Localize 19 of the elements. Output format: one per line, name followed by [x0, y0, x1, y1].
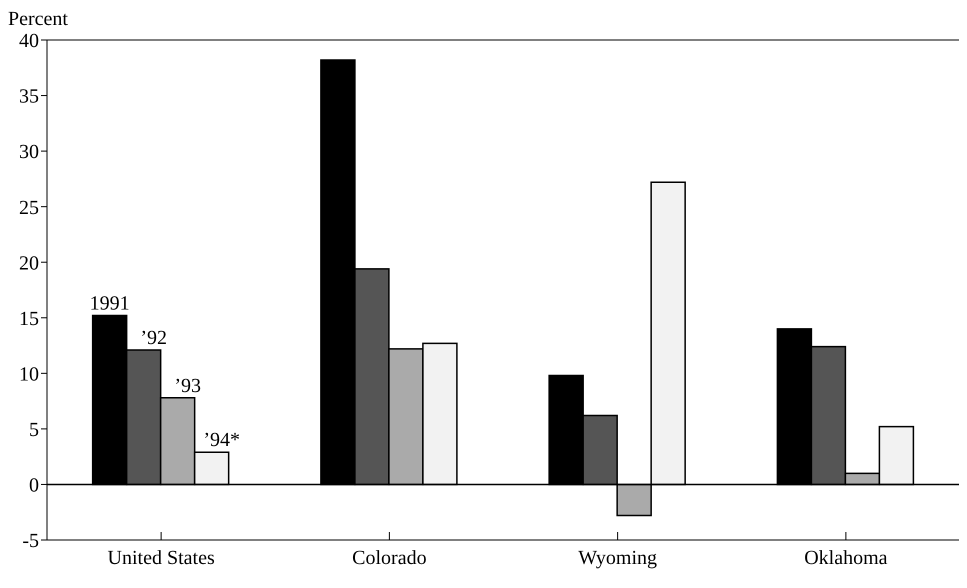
y-tick-label: 5 — [29, 418, 39, 441]
x-tick-label: United States — [108, 547, 215, 570]
series-label: 1991 — [90, 292, 130, 315]
y-tick-label: 30 — [19, 141, 39, 164]
y-tick-label: 20 — [19, 252, 39, 274]
series-label: ’92 — [140, 327, 167, 349]
x-tick-label: Oklahoma — [804, 547, 888, 570]
y-tick-label: -5 — [22, 530, 39, 552]
x-tick-label: Wyoming — [578, 547, 658, 570]
series-label: ’93 — [174, 374, 201, 397]
y-tick-label: 10 — [19, 363, 39, 386]
x-tick-label: Colorado — [352, 547, 427, 570]
y-axis-title: Percent — [8, 8, 68, 31]
series-label: ’94* — [203, 429, 240, 452]
y-tick-label: 15 — [19, 308, 39, 330]
y-tick-label: 40 — [19, 30, 39, 52]
y-tick-label: 35 — [19, 86, 39, 108]
y-tick-label: 25 — [19, 196, 39, 219]
y-tick-label: 0 — [29, 474, 39, 497]
